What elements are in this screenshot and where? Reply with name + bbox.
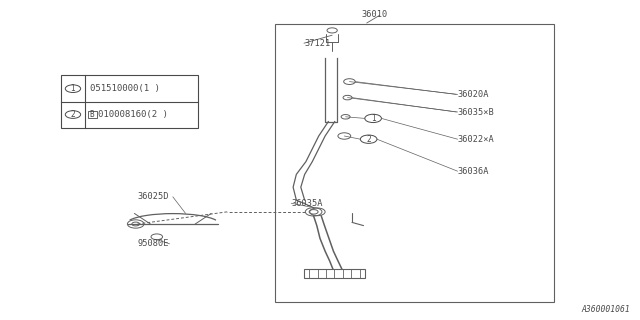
Bar bbox=[88, 111, 97, 118]
Text: B: B bbox=[90, 110, 95, 119]
Text: 010008160(2 ): 010008160(2 ) bbox=[98, 110, 168, 119]
Bar bbox=[304, 269, 365, 278]
Text: 36036A: 36036A bbox=[458, 167, 489, 176]
Circle shape bbox=[305, 208, 322, 216]
Circle shape bbox=[127, 220, 144, 228]
Text: 2: 2 bbox=[70, 110, 76, 119]
Text: 36022×A: 36022×A bbox=[458, 135, 494, 144]
Text: 051510000(1 ): 051510000(1 ) bbox=[90, 84, 159, 93]
Text: A360001061: A360001061 bbox=[582, 305, 630, 314]
Text: 36035A: 36035A bbox=[291, 199, 323, 208]
Text: 2: 2 bbox=[366, 135, 371, 144]
Bar bbox=[275, 24, 554, 302]
Bar bbox=[61, 75, 198, 128]
Text: 95080E: 95080E bbox=[138, 239, 169, 248]
Text: 36025D: 36025D bbox=[138, 192, 169, 201]
Text: 36020A: 36020A bbox=[458, 90, 489, 99]
Text: 1: 1 bbox=[70, 84, 76, 93]
Text: 1: 1 bbox=[371, 114, 376, 123]
Text: 36035×B: 36035×B bbox=[458, 108, 494, 116]
Text: 36010: 36010 bbox=[362, 10, 388, 19]
Text: 37121: 37121 bbox=[304, 39, 330, 48]
